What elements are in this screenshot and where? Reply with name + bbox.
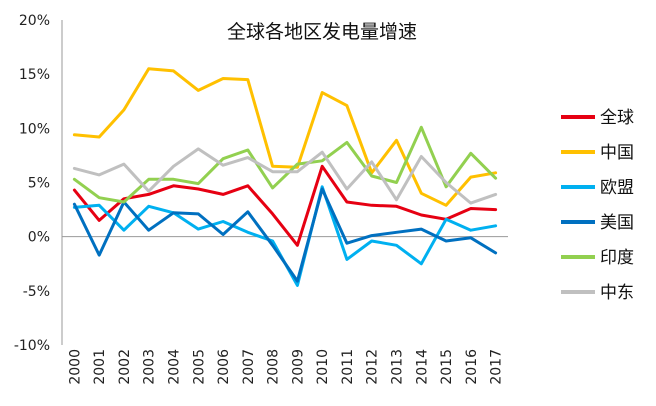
- x-tick-label: 2001: [92, 349, 108, 385]
- legend-label: 欧盟: [600, 178, 634, 198]
- x-tick-label: 2014: [414, 349, 430, 385]
- x-axis-ticks: 2000 2001 2002 2003 2004 2005 2006 2007 2008 2009…: [67, 349, 504, 385]
- y-tick-label: 20%: [19, 13, 50, 29]
- y-tick-label: 0%: [28, 230, 50, 246]
- series-lines: [72, 67, 498, 287]
- y-tick-label: 15%: [19, 67, 50, 83]
- x-tick-label: 2003: [142, 349, 158, 385]
- x-tick-label: 2012: [365, 349, 381, 385]
- y-tick-label: -10%: [14, 338, 50, 354]
- legend-label: 印度: [600, 248, 634, 268]
- x-tick-label: 2005: [191, 349, 207, 385]
- series-line-1: [72, 67, 498, 207]
- series-line-5: [72, 147, 498, 205]
- y-tick-label: 5%: [28, 176, 50, 192]
- legend-label: 中国: [600, 143, 634, 163]
- x-tick-label: 2013: [390, 349, 406, 385]
- series-line-3: [72, 187, 498, 283]
- x-tick-label: 2002: [117, 349, 133, 385]
- x-tick-label: 2008: [266, 349, 282, 385]
- x-tick-label: 2000: [67, 349, 83, 385]
- x-tick-label: 2010: [315, 349, 331, 385]
- series-line-2: [72, 185, 498, 287]
- series-line-0: [72, 164, 498, 247]
- y-tick-label: 10%: [19, 121, 50, 137]
- x-tick-label: 2017: [489, 349, 505, 385]
- legend-label: 全球: [600, 108, 634, 128]
- x-tick-label: 2007: [241, 349, 257, 385]
- y-tick-label: -5%: [23, 284, 50, 300]
- series-line-4: [72, 125, 498, 204]
- legend-label: 中东: [600, 283, 634, 303]
- x-tick-label: 2006: [216, 349, 232, 385]
- axes: [61, 20, 508, 345]
- x-tick-label: 2011: [340, 349, 356, 385]
- x-tick-label: 2015: [439, 349, 455, 385]
- x-tick-label: 2016: [464, 349, 480, 385]
- y-axis-ticks: 20% 15% 10% 5% 0% -5% -10%: [14, 13, 50, 354]
- x-tick-label: 2004: [167, 349, 183, 385]
- x-tick-label: 2009: [290, 349, 306, 385]
- legend-label: 美国: [600, 213, 634, 233]
- chart-title: 全球各地区发电量增速: [227, 21, 417, 43]
